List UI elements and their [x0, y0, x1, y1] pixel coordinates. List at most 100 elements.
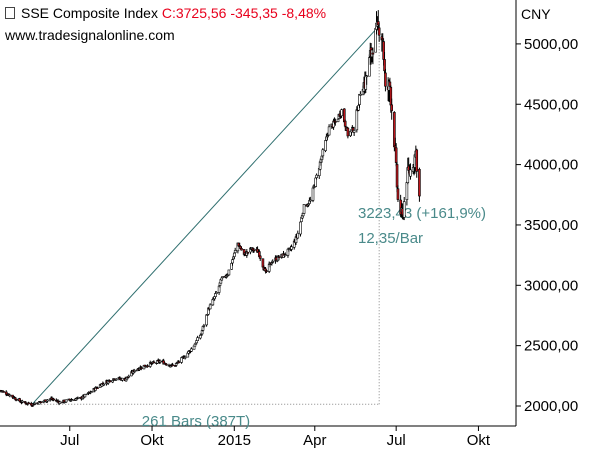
candle-body	[302, 204, 306, 214]
candle-body	[14, 399, 18, 401]
candle-body	[390, 104, 393, 111]
candle-body	[365, 75, 368, 78]
instrument-name: SSE Composite Index	[21, 5, 158, 21]
candle-body	[371, 52, 375, 55]
candle-body	[324, 140, 327, 151]
candle-body	[194, 342, 198, 345]
x-tick-label: Okt	[467, 432, 491, 449]
candle-body	[27, 402, 30, 405]
candle-body	[336, 118, 340, 123]
candle-body	[33, 403, 37, 405]
candle-body	[309, 199, 312, 202]
price-quote: C:3725,56 -345,35 -8,48%	[161, 5, 327, 21]
y-tick-label: 2000,00	[524, 398, 578, 415]
candle-body	[102, 383, 106, 386]
candle-body	[111, 380, 114, 383]
candle-body	[230, 263, 233, 270]
candle-body	[271, 261, 275, 263]
candle-body	[383, 59, 386, 72]
candles	[0, 10, 421, 407]
candle-body	[158, 360, 162, 363]
y-tick-label: 3500,00	[524, 217, 578, 234]
candle-body	[327, 126, 331, 136]
rate-label: 12,35/Bar	[358, 230, 423, 247]
candle-body	[139, 367, 143, 369]
candle-body	[121, 377, 124, 381]
candle-body	[381, 38, 385, 40]
candle-body	[415, 149, 419, 172]
candle-body	[343, 120, 347, 127]
checkbox-icon[interactable]	[5, 7, 15, 19]
candle-body	[39, 401, 43, 404]
candle-body	[395, 164, 399, 188]
candle-body	[83, 394, 87, 398]
y-axis: 5000,00 4500,00 4000,00 3500,00 3000,00 2500,…	[516, 36, 578, 415]
candle-body	[152, 361, 156, 364]
candle-body	[177, 361, 181, 363]
candle-body	[321, 149, 325, 157]
y-tick-label: 4500,00	[524, 96, 578, 113]
candle-body	[418, 169, 421, 197]
candle-body	[58, 401, 62, 404]
bars-label: 261 Bars (387T)	[142, 413, 250, 430]
y-tick-label: 3000,00	[524, 277, 578, 294]
candle-body	[265, 270, 268, 272]
x-tick-label: Apr	[303, 432, 326, 449]
candle-body	[108, 380, 112, 383]
candle-body	[405, 182, 409, 200]
candle-body	[402, 201, 406, 218]
candle-body	[296, 232, 300, 239]
y-tick-label: 4000,00	[524, 157, 578, 174]
candle-body	[114, 378, 118, 381]
change-label: 3223,43 (+161,9%)	[358, 205, 486, 222]
candle-body	[190, 348, 193, 352]
candle-body	[346, 127, 350, 137]
candle-body	[340, 109, 343, 117]
currency-label: CNY	[521, 6, 551, 22]
candle-body	[355, 109, 359, 131]
x-tick-label: Jul	[60, 432, 79, 449]
candle-body	[183, 356, 187, 359]
candle-body	[127, 375, 131, 378]
candle-body	[46, 399, 49, 402]
candle-body	[283, 254, 287, 256]
candle-body	[315, 174, 318, 179]
candle-body	[77, 397, 80, 399]
candle-body	[221, 276, 224, 278]
candle-body	[180, 357, 183, 363]
candle-body	[146, 365, 149, 368]
candle-body	[307, 203, 310, 206]
candle-body	[368, 57, 371, 77]
candle-body	[388, 81, 392, 87]
candle-body	[196, 337, 199, 342]
candle-body	[394, 147, 398, 163]
candle-body	[71, 399, 74, 402]
candle-body	[233, 252, 236, 257]
candle-body	[2, 391, 5, 393]
candle-body	[299, 221, 302, 235]
candle-body	[165, 363, 168, 366]
candle-body	[246, 252, 250, 254]
candle-body	[252, 249, 256, 252]
candle-body	[227, 269, 231, 276]
candle-body	[217, 285, 221, 293]
y-tick-label: 5000,00	[524, 36, 578, 53]
candle-body	[277, 256, 281, 259]
candle-body	[240, 248, 243, 251]
candle-body	[384, 72, 387, 87]
x-tick-label: Okt	[140, 432, 164, 449]
candle-body	[215, 292, 218, 294]
candle-body	[148, 362, 152, 367]
candle-body	[311, 187, 315, 201]
plot-frame	[0, 0, 517, 427]
candle-body	[96, 387, 99, 389]
candle-body	[409, 169, 412, 177]
candle-body	[64, 399, 68, 403]
candle-body	[290, 246, 293, 250]
candle-body	[258, 255, 262, 259]
candle-body	[205, 314, 208, 326]
x-axis: Jul Okt 2015 Apr Jul Okt	[60, 426, 491, 449]
candle-body	[334, 121, 337, 123]
candle-body	[396, 188, 400, 200]
